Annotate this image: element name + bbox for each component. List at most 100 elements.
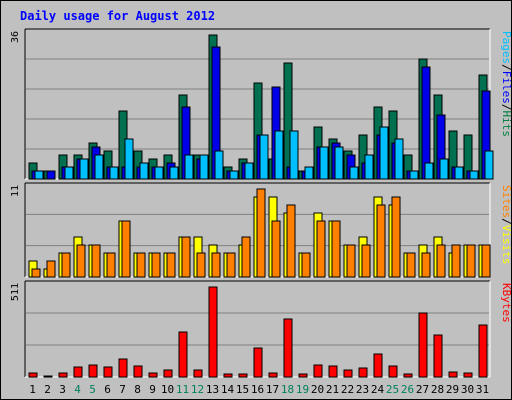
bar-kbytes-day-4 — [73, 366, 83, 378]
bar-sites-day-9 — [151, 252, 161, 278]
bar-pages-day-25 — [394, 138, 404, 180]
day-label-16: 16 — [251, 383, 264, 396]
bar-pages-day-11 — [184, 154, 194, 180]
day-label-6: 6 — [104, 383, 111, 396]
bar-kbytes-day-11 — [178, 331, 188, 378]
bar-kbytes-day-25 — [388, 365, 398, 378]
bar-sites-day-17 — [271, 220, 281, 278]
bar-kbytes-day-26 — [403, 373, 413, 378]
bar-sites-day-6 — [106, 252, 116, 278]
legend-item-kbytes: KBytes — [500, 283, 511, 323]
bar-kbytes-day-18 — [283, 318, 293, 378]
legend-hits: Pages/Files/Hits — [500, 31, 511, 137]
legend-separator: / — [500, 64, 511, 71]
bar-sites-day-16 — [256, 188, 266, 278]
bar-pages-day-18 — [289, 130, 299, 180]
bar-pages-day-30 — [469, 170, 479, 180]
bar-files-day-2 — [46, 170, 56, 180]
day-label-2: 2 — [44, 383, 51, 396]
bar-pages-day-16 — [259, 134, 269, 180]
day-label-25: 25 — [386, 383, 399, 396]
bar-sites-day-21 — [331, 220, 341, 278]
bar-sites-day-28 — [436, 244, 446, 278]
bar-kbytes-day-10 — [163, 369, 173, 378]
bar-sites-day-11 — [181, 236, 191, 278]
bar-sites-day-1 — [31, 268, 41, 278]
day-label-1: 1 — [29, 383, 36, 396]
bar-pages-day-12 — [199, 154, 209, 180]
bar-kbytes-day-31 — [478, 324, 488, 378]
legend-item-sites: Sites — [500, 185, 511, 218]
bar-pages-day-26 — [409, 170, 419, 180]
bar-kbytes-day-16 — [253, 347, 263, 378]
bar-kbytes-day-7 — [118, 358, 128, 378]
bar-sites-day-26 — [406, 252, 416, 278]
bar-sites-day-27 — [421, 252, 431, 278]
day-label-20: 20 — [311, 383, 324, 396]
bar-pages-day-5 — [94, 154, 104, 180]
day-label-4: 4 — [74, 383, 81, 396]
bar-pages-day-15 — [244, 162, 254, 180]
bar-pages-day-7 — [124, 138, 134, 180]
bar-sites-day-24 — [376, 204, 386, 278]
bar-pages-day-4 — [79, 158, 89, 180]
bar-pages-day-14 — [229, 170, 239, 180]
legend-item-hits: Hits — [500, 111, 511, 138]
bar-pages-day-13 — [214, 150, 224, 180]
y-max-label-hits: 36 — [10, 31, 21, 43]
day-label-7: 7 — [119, 383, 126, 396]
bar-kbytes-day-24 — [373, 353, 383, 378]
y-max-label-kbytes: 511 — [10, 283, 21, 301]
bar-pages-day-9 — [154, 166, 164, 180]
day-label-15: 15 — [236, 383, 249, 396]
bar-pages-day-1 — [34, 170, 44, 180]
day-label-31: 31 — [476, 383, 489, 396]
bar-pages-day-29 — [454, 166, 464, 180]
bar-sites-day-10 — [166, 252, 176, 278]
bar-pages-day-27 — [424, 162, 434, 180]
day-label-28: 28 — [431, 383, 444, 396]
y-max-label-visits: 11 — [10, 185, 21, 197]
legend-item-visits: Visits — [500, 225, 511, 265]
bar-kbytes-day-5 — [88, 364, 98, 378]
bar-pages-day-6 — [109, 166, 119, 180]
day-label-12: 12 — [191, 383, 204, 396]
bar-sites-day-13 — [211, 252, 221, 278]
panel-kbytes: 511 KBytes — [10, 280, 511, 378]
bar-sites-day-12 — [196, 252, 206, 278]
bar-kbytes-day-3 — [58, 372, 68, 378]
legend-item-pages: Pages — [500, 31, 511, 64]
bar-sites-day-4 — [76, 244, 86, 278]
day-label-24: 24 — [371, 383, 385, 396]
bar-kbytes-day-30 — [463, 372, 473, 378]
x-axis-day-labels: 1 2 3 4 5 6 7 8 9 10 11 12 13 14 15 16 17 18 19 20 21 22 23 24 2… — [29, 383, 489, 396]
day-label-26: 26 — [401, 383, 414, 396]
bar-pages-day-24 — [379, 126, 389, 180]
day-label-17: 17 — [266, 383, 279, 396]
chart-panels: 36Pages/Files/Hits11Sites/Visits511KByte… — [10, 28, 511, 378]
legend-kbytes: KBytes — [500, 283, 511, 323]
day-label-18: 18 — [281, 383, 294, 396]
bar-pages-day-19 — [304, 166, 314, 180]
bar-sites-day-29 — [451, 244, 461, 278]
legend-separator: / — [500, 104, 511, 111]
legend-item-files: Files — [500, 71, 511, 104]
bar-kbytes-day-1 — [28, 372, 38, 378]
bar-kbytes-day-28 — [433, 334, 443, 378]
day-label-9: 9 — [149, 383, 156, 396]
bar-kbytes-day-27 — [418, 312, 428, 378]
bar-kbytes-day-17 — [268, 372, 278, 378]
bar-sites-day-23 — [361, 244, 371, 278]
bar-kbytes-day-14 — [223, 373, 233, 378]
bar-kbytes-day-2 — [43, 375, 53, 378]
bar-kbytes-day-15 — [238, 373, 248, 378]
bar-pages-day-8 — [139, 162, 149, 180]
day-label-11: 11 — [176, 383, 189, 396]
bar-kbytes-day-12 — [193, 369, 203, 378]
bar-sites-day-30 — [466, 244, 476, 278]
legend-visits: Sites/Visits — [500, 185, 511, 265]
bar-kbytes-day-6 — [103, 366, 113, 378]
day-label-8: 8 — [134, 383, 141, 396]
bar-sites-day-20 — [316, 220, 326, 278]
